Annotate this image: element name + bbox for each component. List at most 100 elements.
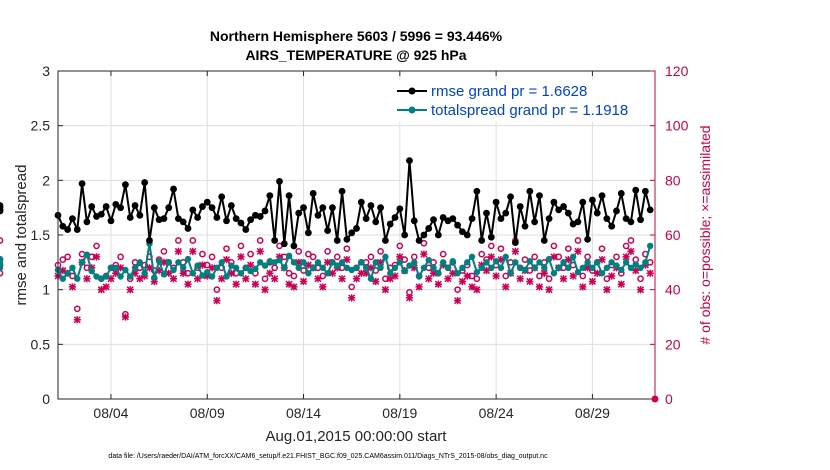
obs-possible-point <box>213 286 221 294</box>
rmse-point <box>473 187 481 195</box>
totalspread-point <box>382 253 389 261</box>
totalspread-point <box>324 270 331 277</box>
obs-assimilated-point <box>391 272 399 280</box>
y-tick-label-right: 120 <box>665 63 689 79</box>
rmse-point <box>64 226 72 233</box>
rmse-point <box>141 179 149 186</box>
rmse-point <box>406 157 413 165</box>
rmse-point <box>603 215 611 223</box>
totalspread-point <box>627 264 635 271</box>
totalspread-point <box>598 270 606 277</box>
obs-assimilated-point <box>194 275 202 283</box>
totalspread-point <box>435 270 442 277</box>
rmse-point <box>285 192 293 200</box>
totalspread-point <box>464 259 471 266</box>
obs-possible-point <box>613 253 620 261</box>
rmse-point <box>69 215 76 223</box>
totalspread-point <box>69 264 76 271</box>
obs-assimilated-point <box>242 275 250 283</box>
obs-assimilated-point <box>526 277 534 286</box>
totalspread-point <box>232 264 240 271</box>
totalspread-point <box>213 264 221 271</box>
obs-possible-point <box>247 250 254 258</box>
totalspread-point <box>372 259 379 266</box>
totalspread-point <box>531 264 538 271</box>
rmse-point <box>492 198 500 206</box>
rmse-point <box>319 204 327 212</box>
obs-possible-point <box>579 272 587 280</box>
obs-possible-point <box>0 237 4 244</box>
obs-assimilated-point <box>155 266 163 275</box>
totalspread-point <box>252 265 259 273</box>
rmse-point <box>564 209 572 217</box>
obs-assimilated-point <box>165 269 173 277</box>
totalspread-point <box>391 264 399 271</box>
obs-assimilated-point <box>295 258 303 266</box>
obs-possible-point <box>410 253 418 261</box>
obs-possible-point <box>420 239 428 247</box>
totalspread-point <box>194 262 201 269</box>
obs-assimilated-point <box>482 266 491 275</box>
rmse-point <box>208 204 216 212</box>
rmse-point <box>439 214 447 221</box>
totalspread-point <box>0 262 4 269</box>
obs-assimilated-point <box>502 283 510 291</box>
totalspread-point <box>396 259 404 266</box>
rmse-point <box>613 207 620 215</box>
rmse-point <box>136 211 144 219</box>
totalspread-point <box>136 259 144 266</box>
totalspread-point <box>425 256 432 264</box>
obs-assimilated-point <box>449 269 457 277</box>
totalspread-point <box>483 259 490 266</box>
rmse-point <box>574 218 582 226</box>
obs-possible-point <box>473 275 481 283</box>
totalspread-point <box>521 266 529 274</box>
totalspread-point <box>545 255 553 263</box>
obs-assimilated-point <box>319 283 327 291</box>
rmse-point <box>386 220 394 228</box>
totalspread-point <box>276 256 283 264</box>
obs-assimilated-point <box>487 253 495 261</box>
x-tick-label: 08/24 <box>479 405 514 421</box>
totalspread-point <box>189 270 197 277</box>
totalspread-point <box>608 259 615 266</box>
obs-assimilated-point <box>410 264 418 272</box>
totalspread-point <box>300 259 307 266</box>
obs-assimilated-point <box>218 275 226 283</box>
rmse-point <box>540 237 548 244</box>
totalspread-point <box>247 267 254 275</box>
obs-possible-point <box>497 245 505 253</box>
totalspread-point <box>459 264 466 271</box>
rmse-point <box>150 204 158 212</box>
totalspread-point <box>622 259 630 266</box>
totalspread-point <box>0 255 4 263</box>
rmse-point <box>261 207 269 215</box>
rmse-point <box>348 229 356 237</box>
obs-assimilated-point <box>184 280 192 288</box>
obs-assimilated-point <box>646 269 654 277</box>
obs-possible-point <box>478 250 486 258</box>
legend-marker-spread <box>408 106 416 114</box>
rmse-point <box>646 206 654 214</box>
obs-assimilated-point <box>492 272 500 280</box>
obs-assimilated-point <box>362 269 370 277</box>
totalspread-point <box>281 264 288 271</box>
obs-possible-point <box>550 242 558 250</box>
rmse-point <box>83 218 91 226</box>
rmse-point <box>617 190 625 197</box>
rmse-point <box>449 215 457 223</box>
y-tick-label-right: 100 <box>665 118 689 134</box>
obs-possible-point <box>285 269 293 277</box>
totalspread-point <box>88 267 95 275</box>
obs-assimilated-point <box>338 275 346 283</box>
y-tick-label-right: 0 <box>665 391 673 407</box>
totalspread-point <box>594 259 601 266</box>
obs-assimilated-point <box>603 286 611 294</box>
rmse-point <box>309 190 317 197</box>
rmse-point <box>353 225 360 232</box>
obs-assimilated-point <box>203 272 211 280</box>
rmse-point <box>463 231 471 239</box>
totalspread-point <box>584 259 591 266</box>
obs-assimilated-point <box>535 283 544 291</box>
footer-data-file: data file: /Users/raeder/DAI/ATM_forcXX/… <box>108 453 548 460</box>
